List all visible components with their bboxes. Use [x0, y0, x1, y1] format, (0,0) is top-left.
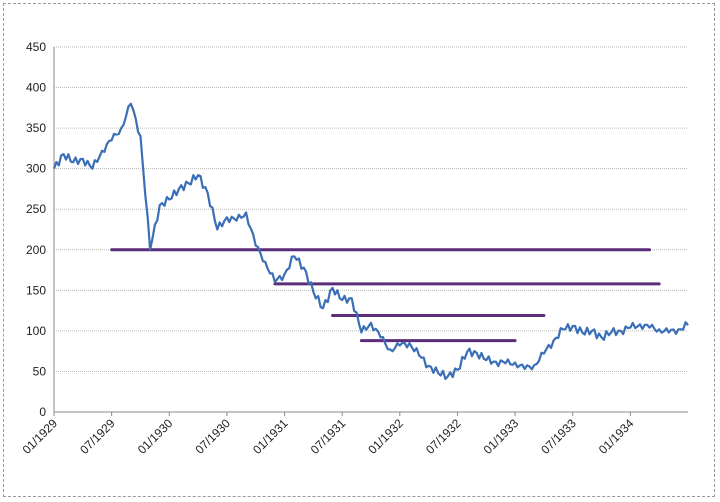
x-tick-label: 07/1929: [77, 416, 118, 457]
x-tick-label: 07/1930: [192, 416, 233, 457]
y-tick-label: 0: [39, 405, 46, 419]
y-tick-label: 250: [26, 202, 46, 216]
y-tick-label: 450: [26, 40, 46, 54]
y-tick-label: 50: [33, 364, 47, 378]
reference-lines: [110, 248, 661, 343]
x-axis: 01/1929 07/1929 01/1930 07/1930 01/1931 07/19…: [20, 411, 688, 457]
y-tick-label: 150: [26, 283, 46, 297]
y-tick-label: 200: [26, 243, 46, 257]
x-tick-label: 01/1933: [481, 416, 522, 457]
y-tick-label: 400: [26, 81, 46, 95]
y-tick-label: 350: [26, 121, 46, 135]
x-tick-label: 01/1931: [250, 416, 291, 457]
x-tick-label: 01/1930: [135, 416, 176, 457]
series-group: [52, 102, 689, 381]
x-tick-label: 07/1933: [538, 416, 579, 457]
x-tick-label: 07/1931: [308, 416, 349, 457]
x-tick-label: 01/1934: [596, 416, 637, 457]
x-tick-label: 07/1932: [423, 416, 464, 457]
x-tick-label: 01/1932: [365, 416, 406, 457]
x-tick-label: 01/1929: [20, 416, 61, 457]
y-axis: 0 50 100 150 200 250 300 350 400 450: [26, 40, 55, 419]
y-tick-label: 300: [26, 162, 46, 176]
series-line: [52, 102, 689, 381]
y-tick-label: 100: [26, 324, 46, 338]
